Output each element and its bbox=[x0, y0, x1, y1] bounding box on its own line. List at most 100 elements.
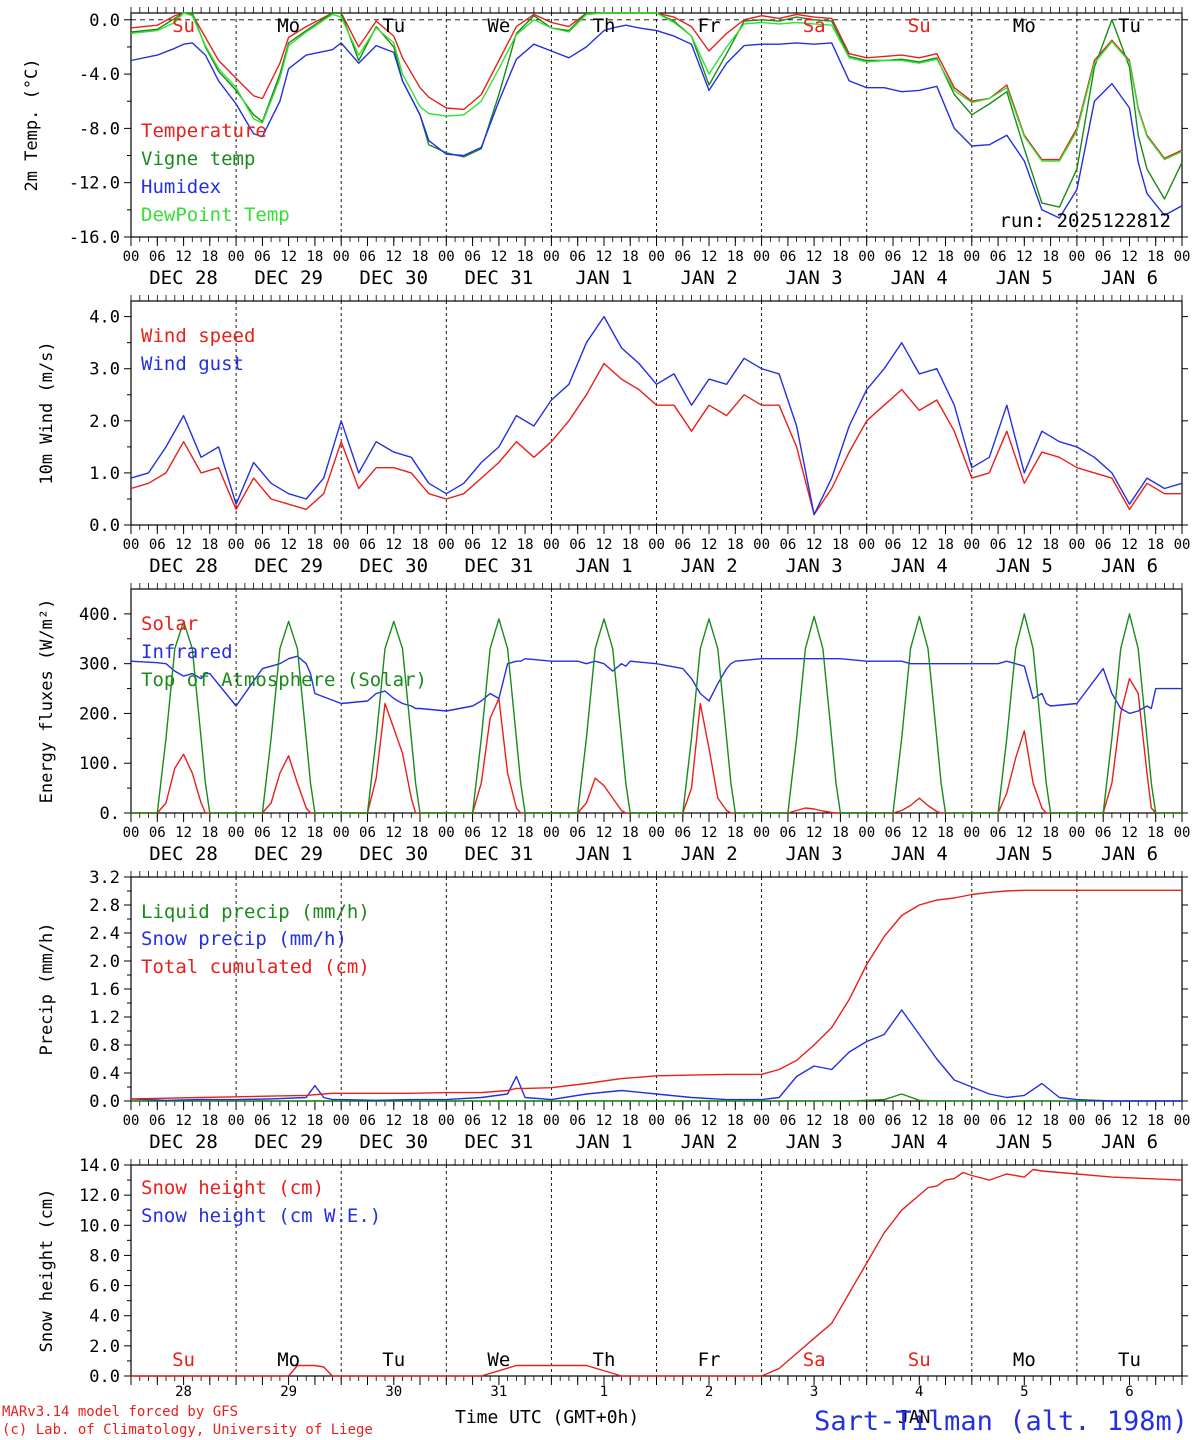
x-hour-label: 12 bbox=[385, 249, 402, 265]
plot-frame bbox=[130, 300, 1183, 526]
x-day-number: 29 bbox=[280, 1384, 297, 1400]
y-tick-label: 2.4 bbox=[89, 924, 120, 944]
x-hour-label: 00 bbox=[123, 537, 140, 553]
x-hour-label: 00 bbox=[333, 1113, 350, 1129]
y-tick-label: 14.0 bbox=[79, 1156, 120, 1176]
x-hour-label: 00 bbox=[438, 537, 455, 553]
x-hour-label: 12 bbox=[280, 249, 297, 265]
x-day-number: 28 bbox=[175, 1384, 192, 1400]
x-major-ticks bbox=[130, 1101, 1183, 1110]
x-hour-label: 18 bbox=[412, 1113, 429, 1129]
x-hour-label: 18 bbox=[1147, 537, 1164, 553]
x-hour-label: 00 bbox=[1068, 249, 1085, 265]
x-hour-label: 12 bbox=[911, 825, 928, 841]
weekday-label: Su bbox=[172, 15, 195, 37]
series-line-humidex bbox=[130, 24, 1183, 219]
x-hour-label: 06 bbox=[1095, 537, 1112, 553]
legend-entry: Humidex bbox=[141, 176, 221, 198]
x-hour-label: 00 bbox=[228, 825, 245, 841]
x-hour-label: 18 bbox=[412, 825, 429, 841]
x-hour-label: 12 bbox=[596, 249, 613, 265]
x-date-label: JAN 3 bbox=[786, 843, 843, 865]
x-date-label: DEC 31 bbox=[465, 843, 534, 865]
x-hour-label: 18 bbox=[201, 1113, 218, 1129]
x-hour-label: 18 bbox=[727, 1113, 744, 1129]
x-date-label: JAN 5 bbox=[996, 555, 1053, 577]
y-tick-label: 300. bbox=[79, 655, 120, 675]
x-date-label: JAN 1 bbox=[575, 555, 632, 577]
y-axis-label: 10m Wind (m/s) bbox=[37, 341, 57, 484]
x-hour-label: 06 bbox=[464, 1113, 481, 1129]
x-hour-label: 06 bbox=[674, 825, 691, 841]
x-hour-label: 00 bbox=[438, 249, 455, 265]
x-day-number: 5 bbox=[1020, 1384, 1028, 1400]
y-tick-label: 0. bbox=[100, 804, 120, 824]
x-hour-label: 06 bbox=[674, 1113, 691, 1129]
y-tick-label: 12.0 bbox=[79, 1186, 120, 1206]
x-date-label: DEC 29 bbox=[254, 1131, 323, 1153]
x-hour-label: 18 bbox=[517, 537, 534, 553]
x-hour-label: 06 bbox=[674, 249, 691, 265]
x-date-label: JAN 4 bbox=[891, 1131, 948, 1153]
y-axis-label: Precip (mm/h) bbox=[37, 922, 57, 1055]
x-date-label: JAN 2 bbox=[680, 1131, 737, 1153]
y-tick-label: 0.0 bbox=[89, 1367, 120, 1387]
x-hour-label: 18 bbox=[622, 537, 639, 553]
x-major-ticks bbox=[130, 237, 1183, 246]
x-hour-label: 18 bbox=[1042, 1113, 1059, 1129]
y-tick-label: 0.8 bbox=[89, 1036, 120, 1056]
x-hour-label: 18 bbox=[306, 825, 323, 841]
x-hour-label: 00 bbox=[543, 1113, 560, 1129]
x-hour-label: 18 bbox=[1042, 825, 1059, 841]
x-hour-label: 12 bbox=[1016, 1113, 1033, 1129]
weekday-label: Tu bbox=[382, 1349, 405, 1371]
weekday-label: We bbox=[487, 15, 510, 37]
y-tick-label: 100. bbox=[79, 754, 120, 774]
legend-entry: Top of Atmosphere (Solar) bbox=[141, 669, 427, 691]
x-minor-ticks bbox=[130, 1159, 1183, 1381]
x-hour-label: 12 bbox=[280, 537, 297, 553]
x-hour-label: 12 bbox=[701, 249, 718, 265]
x-hour-label: 18 bbox=[622, 1113, 639, 1129]
x-hour-label: 18 bbox=[937, 825, 954, 841]
x-hour-label: 12 bbox=[175, 825, 192, 841]
x-hour-label: 18 bbox=[517, 1113, 534, 1129]
x-hour-label: 18 bbox=[727, 825, 744, 841]
x-date-label: DEC 28 bbox=[149, 555, 218, 577]
x-hour-label: 06 bbox=[885, 537, 902, 553]
x-date-label: JAN 4 bbox=[891, 555, 948, 577]
x-hour-label: 06 bbox=[149, 249, 166, 265]
x-hour-label: 06 bbox=[990, 1113, 1007, 1129]
x-hour-label: 18 bbox=[412, 537, 429, 553]
x-hour-label: 18 bbox=[306, 537, 323, 553]
y-tick-label: 4.0 bbox=[89, 1307, 120, 1327]
x-date-label: JAN 6 bbox=[1101, 555, 1158, 577]
series-line-total-cumulated-cm- bbox=[130, 889, 1182, 1100]
x-hour-label: 12 bbox=[490, 1113, 507, 1129]
x-hour-label: 12 bbox=[806, 537, 823, 553]
series-line-top-of-atmosphere-solar- bbox=[131, 613, 1182, 814]
y-tick-label: 8.0 bbox=[89, 1246, 120, 1266]
x-hour-label: 12 bbox=[1016, 249, 1033, 265]
series-line-snow-precip-mm-h- bbox=[130, 1009, 1182, 1102]
y-tick-label: 0.4 bbox=[89, 1064, 120, 1084]
x-date-label: JAN 4 bbox=[891, 843, 948, 865]
x-hour-label: 12 bbox=[490, 825, 507, 841]
x-day-number: 6 bbox=[1125, 1384, 1133, 1400]
x-hour-label: 06 bbox=[254, 249, 271, 265]
legend-entry: Snow height (cm) bbox=[141, 1177, 324, 1199]
x-hour-label: 18 bbox=[832, 825, 849, 841]
weekday-label: Fr bbox=[698, 15, 721, 37]
x-date-label: DEC 31 bbox=[465, 267, 534, 289]
x-hour-label: 12 bbox=[701, 825, 718, 841]
x-hour-label: 18 bbox=[201, 825, 218, 841]
x-hour-label: 00 bbox=[858, 1113, 875, 1129]
weekday-label: Th bbox=[593, 1349, 616, 1371]
legend-entry: Infrared bbox=[141, 641, 233, 663]
weekday-label: We bbox=[487, 1349, 510, 1371]
x-hour-label: 18 bbox=[622, 249, 639, 265]
panel-snow: 0.0 2.0 4.0 6.0 8.0 10.0 12.0 14.0 Snow height (… bbox=[37, 1156, 1188, 1400]
y-tick-label: 1.2 bbox=[89, 1008, 120, 1028]
x-hour-label: 18 bbox=[1147, 249, 1164, 265]
x-hour-label: 12 bbox=[490, 249, 507, 265]
